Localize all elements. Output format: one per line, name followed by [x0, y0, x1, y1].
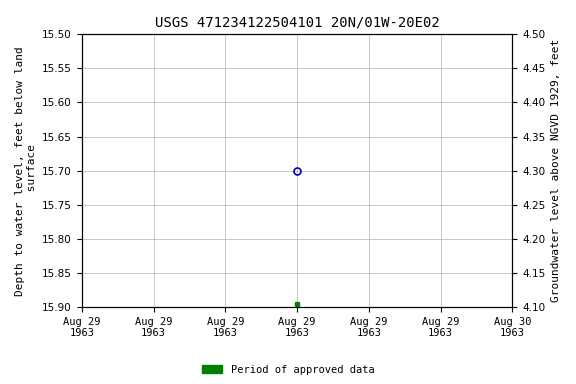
Y-axis label: Groundwater level above NGVD 1929, feet: Groundwater level above NGVD 1929, feet — [551, 39, 561, 302]
Y-axis label: Depth to water level, feet below land
 surface: Depth to water level, feet below land su… — [15, 46, 37, 296]
Legend: Period of approved data: Period of approved data — [198, 361, 378, 379]
Title: USGS 471234122504101 20N/01W-20E02: USGS 471234122504101 20N/01W-20E02 — [155, 15, 439, 29]
